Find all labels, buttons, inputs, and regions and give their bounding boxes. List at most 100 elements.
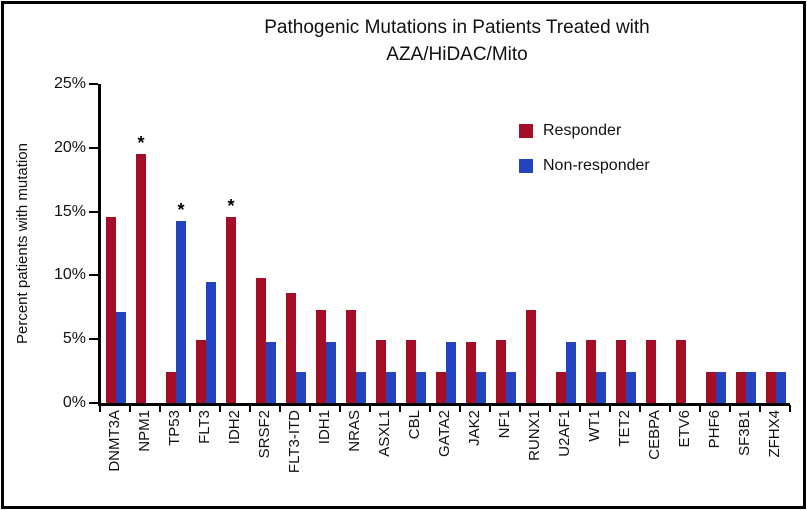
x-label-idh1: IDH1	[316, 410, 333, 445]
x-label-zfhx4: ZFHX4	[766, 410, 783, 458]
significance-star-npm1: *	[137, 133, 145, 154]
x-tick-mark	[159, 405, 161, 412]
bar-responder-srsf2	[256, 277, 266, 403]
bar-non-responder-jak2	[476, 372, 486, 403]
x-tick-mark	[399, 405, 401, 412]
significance-star-idh2: *	[227, 195, 235, 216]
bar-non-responder-asxl1	[386, 372, 396, 403]
x-label-tet2: TET2	[616, 410, 633, 447]
bar-responder-wt1	[586, 340, 596, 403]
x-label-flt3-itd: FLT3-ITD	[286, 410, 303, 474]
bar-responder-asxl1	[376, 340, 386, 403]
x-label-cbl: CBL	[406, 410, 423, 440]
y-tick-mark	[89, 402, 98, 404]
legend-item-responder: Responder	[519, 122, 650, 140]
x-label-idh2: IDH2	[226, 410, 243, 445]
bar-responder-gata2	[436, 372, 446, 403]
x-label-gata2: GATA2	[436, 410, 453, 457]
significance-star-tp53: *	[177, 199, 185, 220]
x-tick-mark	[459, 405, 461, 412]
chart-title-line2: AZA/HiDAC/Mito	[386, 44, 528, 65]
x-label-sf3b1: SF3B1	[736, 410, 753, 456]
y-tick-label: 5%	[62, 330, 86, 348]
bar-responder-phf6	[706, 372, 716, 403]
bar-non-responder-nras	[356, 372, 366, 403]
legend-label-non-responder: Non-responder	[543, 157, 650, 174]
x-tick-mark	[129, 405, 131, 412]
y-tick-mark	[89, 146, 98, 149]
bar-non-responder-flt3-itd	[296, 372, 306, 403]
x-tick-mark	[609, 405, 611, 412]
x-label-jak2: JAK2	[466, 410, 483, 446]
legend-item-non-responder: Non-responder	[519, 157, 650, 175]
bar-responder-nf1	[496, 340, 506, 403]
x-tick-mark	[279, 405, 281, 412]
x-tick-mark	[99, 405, 101, 412]
y-tick-mark	[89, 338, 98, 341]
legend: Responder Non-responder	[519, 122, 650, 175]
x-label-etv6: ETV6	[676, 410, 693, 448]
chart-title: Pathogenic Mutations in Patients Treated…	[110, 14, 804, 68]
x-label-wt1: WT1	[586, 410, 603, 442]
x-label-dnmt3a: DNMT3A	[106, 410, 123, 472]
legend-label-responder: Responder	[543, 122, 622, 139]
bar-responder-nras	[346, 309, 356, 403]
bar-non-responder-dnmt3a	[116, 312, 126, 403]
x-tick-mark	[699, 405, 701, 412]
bar-responder-u2af1	[556, 372, 566, 403]
x-tick-mark	[519, 405, 521, 412]
bar-responder-etv6	[676, 340, 686, 403]
bar-non-responder-idh1	[326, 341, 336, 403]
bar-non-responder-zfhx4	[776, 372, 786, 403]
bar-responder-flt3	[196, 340, 206, 403]
x-label-u2af1: U2AF1	[556, 410, 573, 457]
chart-title-line1: Pathogenic Mutations in Patients Treated…	[264, 17, 650, 38]
x-label-flt3: FLT3	[196, 410, 213, 444]
x-label-tp53: TP53	[166, 410, 183, 446]
bar-non-responder-gata2	[446, 341, 456, 403]
x-axis-line	[98, 403, 790, 406]
bar-responder-jak2	[466, 341, 476, 403]
x-tick-mark	[219, 405, 221, 412]
non-responder-color-swatch	[519, 159, 533, 173]
bar-non-responder-nf1	[506, 372, 516, 403]
bar-non-responder-tet2	[626, 372, 636, 403]
bar-responder-idh1	[316, 309, 326, 403]
x-tick-mark	[189, 405, 191, 412]
x-tick-mark	[669, 405, 671, 412]
bar-responder-cbl	[406, 340, 416, 403]
x-label-runx1: RUNX1	[526, 410, 543, 461]
x-label-asxl1: ASXL1	[376, 410, 393, 457]
bar-responder-runx1	[526, 309, 536, 403]
y-axis-line	[98, 84, 101, 405]
bar-non-responder-phf6	[716, 372, 726, 403]
bar-non-responder-cbl	[416, 372, 426, 403]
bar-non-responder-sf3b1	[746, 372, 756, 403]
x-label-cebpa: CEBPA	[646, 410, 663, 460]
y-axis-title: Percent patients with mutation	[14, 143, 31, 345]
y-tick-label: 10%	[53, 266, 86, 284]
x-tick-mark	[489, 405, 491, 412]
y-tick-label: 0%	[62, 394, 86, 411]
x-label-phf6: PHF6	[706, 410, 723, 449]
x-label-nf1: NF1	[496, 410, 513, 439]
responder-color-swatch	[519, 124, 533, 138]
bar-responder-zfhx4	[766, 372, 776, 403]
y-tick-label: 20%	[53, 138, 86, 156]
x-label-srsf2: SRSF2	[256, 410, 273, 459]
y-tick-mark	[89, 83, 98, 85]
bar-non-responder-u2af1	[566, 341, 576, 403]
bar-responder-tp53	[166, 372, 176, 403]
x-tick-mark	[309, 405, 311, 412]
bar-non-responder-wt1	[596, 372, 606, 403]
x-tick-mark	[789, 405, 791, 412]
y-tick-label: 15%	[53, 202, 86, 220]
x-tick-mark	[729, 405, 731, 412]
x-tick-mark	[579, 405, 581, 412]
x-tick-mark	[369, 405, 371, 412]
bar-responder-dnmt3a	[106, 216, 116, 403]
y-tick-label: 25%	[53, 75, 86, 92]
y-tick-mark	[89, 274, 98, 277]
